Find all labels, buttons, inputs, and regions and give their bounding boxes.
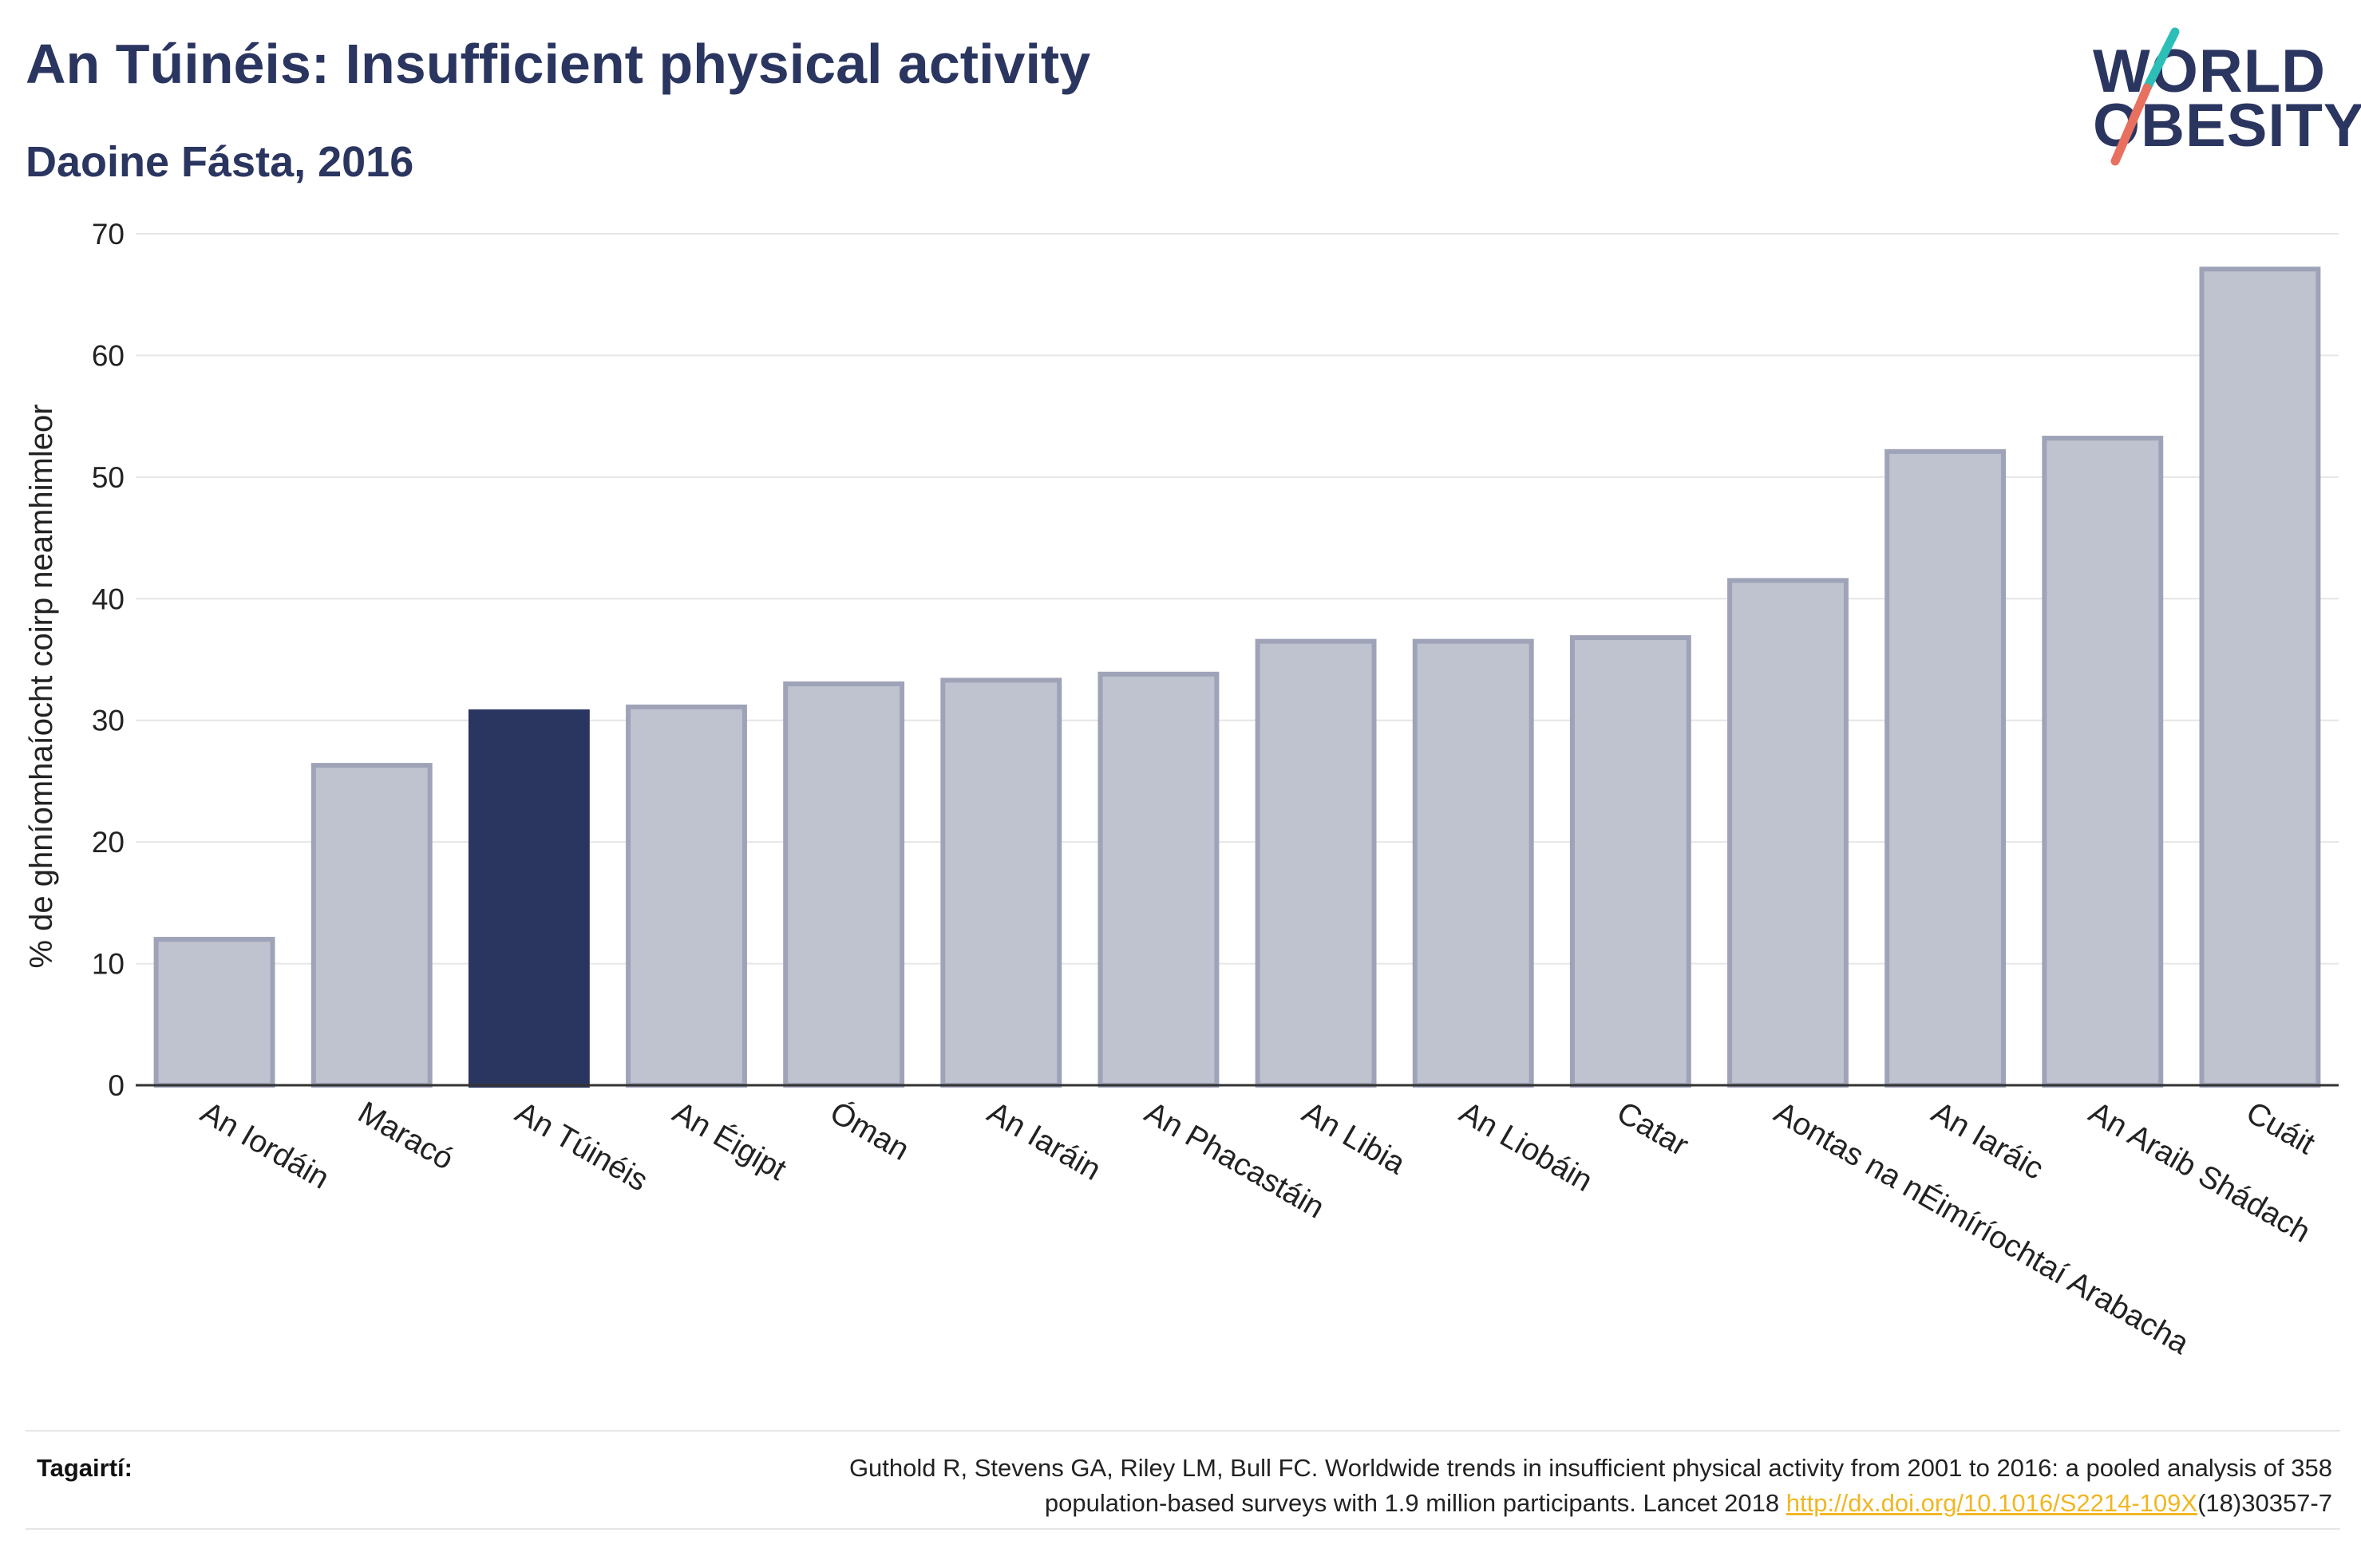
references-text: Guthold R, Stevens GA, Riley LM, Bull FC… bbox=[496, 1451, 2332, 1521]
y-tick-label: 0 bbox=[108, 1069, 125, 1102]
x-tick-label: An Iaráin bbox=[982, 1096, 1107, 1187]
x-tick-label: An Éigipt bbox=[667, 1096, 793, 1187]
world-obesity-logo: WORLD OBESITY bbox=[2083, 24, 2361, 168]
reference-divider-top bbox=[26, 1430, 2340, 1432]
bar bbox=[1569, 635, 1691, 1088]
y-tick-label: 70 bbox=[92, 218, 125, 251]
bar bbox=[783, 681, 905, 1088]
logo-line-1: WORLD bbox=[2093, 38, 2327, 105]
references-label: Tagairtí: bbox=[37, 1454, 132, 1482]
bar bbox=[153, 937, 275, 1088]
x-tick-label: An Iordáin bbox=[195, 1096, 334, 1196]
gridlines bbox=[136, 233, 2339, 965]
x-tick-label: An Libia bbox=[1296, 1096, 1411, 1182]
y-tick-label: 60 bbox=[92, 339, 125, 372]
logo-slash-icon bbox=[2110, 27, 2180, 166]
chart-subtitle: Daoine Fásta, 2016 bbox=[26, 138, 414, 186]
y-tick-label: 10 bbox=[92, 948, 125, 981]
bar-chart: 0 10 20 30 40 50 60 70 An Iordáin Maracó An Túiné… bbox=[92, 218, 2339, 1361]
x-tick-label: An Túinéis bbox=[509, 1096, 653, 1199]
bar bbox=[626, 704, 747, 1088]
bar bbox=[1412, 638, 1534, 1088]
chart-title: An Túinéis: Insufficient physical activi… bbox=[26, 33, 1091, 95]
x-tick-label: An Iaráic bbox=[1926, 1096, 2050, 1187]
bar-highlight bbox=[468, 709, 590, 1088]
bar bbox=[2199, 267, 2321, 1088]
y-tick-labels: 0 10 20 30 40 50 60 70 bbox=[92, 218, 125, 1102]
bars bbox=[153, 267, 2321, 1088]
x-tick-label: Óman bbox=[825, 1096, 915, 1167]
x-tick-label: An Liobáin bbox=[1453, 1096, 1598, 1199]
reference-line-2: population-based surveys with 1.9 millio… bbox=[1044, 1489, 1786, 1517]
x-tick-label: Catar bbox=[1611, 1096, 1694, 1163]
x-tick-label: Maracó bbox=[352, 1096, 459, 1177]
y-tick-label: 40 bbox=[92, 583, 125, 615]
reference-line-1: Guthold R, Stevens GA, Riley LM, Bull FC… bbox=[848, 1454, 2332, 1482]
x-tick-label: Cuáit bbox=[2240, 1096, 2320, 1162]
bar bbox=[1727, 578, 1849, 1088]
bar bbox=[1097, 671, 1220, 1088]
bar bbox=[940, 677, 1062, 1088]
y-tick-label: 30 bbox=[92, 705, 125, 737]
bar bbox=[2042, 436, 2164, 1088]
bar bbox=[310, 763, 433, 1088]
reference-line-2-end: (18)30357-7 bbox=[2197, 1489, 2332, 1517]
y-tick-label: 20 bbox=[92, 826, 125, 859]
x-tick-labels: An Iordáin Maracó An Túinéis An Éigipt Óman A… bbox=[195, 1096, 2320, 1361]
bar bbox=[1884, 448, 2007, 1088]
y-tick-label: 50 bbox=[92, 461, 125, 494]
reference-doi-link[interactable]: http://dx.doi.org/10.1016/S2214-109X bbox=[1786, 1489, 2198, 1517]
bar bbox=[1255, 638, 1377, 1088]
reference-divider-bottom bbox=[26, 1528, 2340, 1530]
